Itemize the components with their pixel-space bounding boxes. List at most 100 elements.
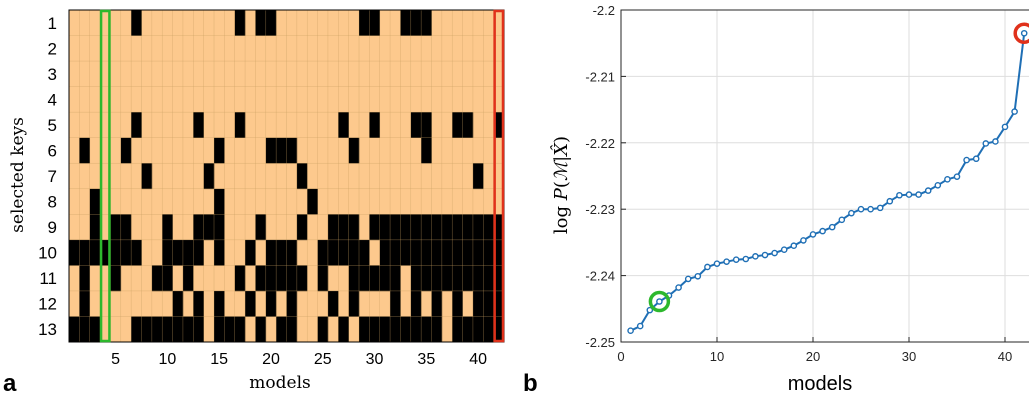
- data-point-31: [915, 191, 922, 198]
- data-point-38: [982, 140, 990, 147]
- heatmap-y-tick-7: 7: [48, 167, 57, 186]
- data-point-16: [771, 249, 778, 257]
- heatmap-cell-r9-c38: [452, 214, 463, 241]
- highlight-point-4: [648, 290, 671, 313]
- data-point-4: [656, 298, 663, 305]
- line-chart-x-tick-20: 20: [806, 349, 820, 364]
- heatmap-cell-r6-c28: [348, 137, 360, 164]
- heatmap-cell-r10-c18: [245, 239, 256, 266]
- data-point-29: [896, 191, 903, 199]
- series-points: [627, 29, 1028, 335]
- heatmap-cell-r9-c40: [472, 214, 484, 241]
- heatmap-cell-r7-c8: [141, 163, 153, 190]
- heatmap-cell-r11-c38: [452, 265, 463, 292]
- heatmap-cell-r9-c36: [431, 214, 443, 241]
- heatmap-cell-r13-c12: [182, 316, 194, 343]
- heatmap-cell-r12-c15: [214, 290, 225, 317]
- heatmap-y-tick-4: 4: [48, 90, 57, 109]
- data-point-20: [809, 231, 817, 238]
- heatmap-cell-r10-c38: [452, 239, 463, 266]
- heatmap-cell-r1-c33: [400, 10, 412, 36]
- data-point-8: [694, 272, 702, 280]
- data-point-24: [848, 209, 855, 217]
- heatmap-y-tick-9: 9: [48, 218, 57, 237]
- heatmap-cell-r10-c2: [79, 239, 91, 266]
- heatmap-cell-r8-c24: [307, 188, 318, 215]
- heatmap-y-tick-13: 13: [38, 320, 57, 339]
- heatmap-x-tick-5: 5: [111, 351, 120, 368]
- line-chart-x-tick-40: 40: [998, 349, 1012, 364]
- heatmap-x-tick-20: 20: [262, 351, 280, 368]
- heatmap-cell-r13-c22: [286, 316, 298, 343]
- heatmap-y-tick-1: 1: [48, 14, 57, 33]
- data-point-30: [905, 191, 913, 198]
- heatmap-cell-r11-c39: [462, 265, 474, 292]
- heatmap-cell-r10-c34: [410, 239, 422, 266]
- heatmap-cell-r1-c35: [421, 10, 432, 36]
- heatmap-cell-r9-c33: [400, 214, 412, 241]
- heatmap-cell-r5-c13: [193, 112, 204, 138]
- heatmap-x-tick-15: 15: [210, 351, 228, 368]
- heatmap-cell-r9-c32: [390, 214, 401, 241]
- data-point-12: [732, 256, 740, 263]
- line-chart-y-tick-1: -2.24: [585, 269, 615, 284]
- heatmap-cell-r9-c10: [162, 214, 173, 241]
- heatmap-cell-r12-c36: [431, 290, 443, 317]
- heatmap-cell-r10-c10: [162, 239, 173, 266]
- highlight-point-42: [1013, 22, 1029, 44]
- heatmap-cell-r11-c28: [348, 265, 360, 292]
- heatmap-cell-r11-c22: [286, 265, 298, 292]
- heatmap-cell-r13-c9: [151, 316, 163, 343]
- heatmap-cell-r13-c29: [359, 316, 370, 343]
- heatmap-cell-r10-c12: [182, 239, 194, 266]
- heatmap-cell-r1-c29: [359, 10, 370, 36]
- heatmap-cell-r13-c40: [472, 316, 484, 343]
- data-point-19: [800, 237, 807, 244]
- heatmap-cell-r10-c37: [441, 239, 453, 266]
- heatmap-y-tick-8: 8: [48, 193, 57, 212]
- data-point-37: [972, 155, 980, 163]
- heatmap-cell-r13-c25: [317, 316, 329, 343]
- heatmap-cell-r10-c21: [276, 239, 287, 266]
- line-chart-x-tick-0: 0: [617, 349, 624, 364]
- heatmap-cell-r9-c13: [193, 214, 204, 241]
- heatmap-cell-r6-c35: [421, 137, 432, 164]
- heatmap-cell-r10-c15: [214, 239, 225, 266]
- heatmap-cell-r10-c26: [327, 239, 339, 266]
- data-point-7: [684, 275, 692, 283]
- data-point-3: [646, 306, 654, 314]
- heatmap-cell-r7-c40: [472, 163, 484, 190]
- heatmap-cell-r13-c38: [452, 316, 463, 343]
- heatmap-cell-r13-c35: [421, 316, 432, 343]
- data-point-40: [1001, 123, 1009, 131]
- heatmap-cell-r11-c20: [265, 265, 277, 292]
- line-chart-y-tick-3: -2.22: [585, 136, 615, 151]
- heatmap-cell-r13-c10: [162, 316, 173, 343]
- heatmap-cell-r9-c30: [369, 214, 381, 241]
- heatmap-cell-r11-c40: [472, 265, 484, 292]
- data-point-15: [761, 251, 769, 259]
- heatmap-cell-r12-c22: [286, 290, 298, 317]
- heatmap-cell-r6-c21: [276, 137, 287, 164]
- heatmap-cell-r10-c42: [493, 239, 505, 266]
- data-point-2: [636, 322, 644, 330]
- heatmap-cell-r10-c41: [483, 239, 494, 266]
- heatmap-cell-r11-c31: [379, 265, 391, 292]
- heatmap-cell-r10-c28: [348, 239, 360, 266]
- data-point-39: [992, 138, 999, 145]
- heatmap-cell-r10-c20: [265, 239, 277, 266]
- heatmap-cell-r13-c11: [172, 316, 184, 343]
- heatmap-cell-r11-c25: [317, 265, 329, 292]
- heatmap-cell-r13-c7: [131, 316, 142, 343]
- heatmap-cell-r13-c32: [390, 316, 401, 343]
- heatmap-cell-r11-c19: [255, 265, 267, 292]
- heatmap-cell-r1-c17: [234, 10, 246, 36]
- data-point-41: [1011, 108, 1018, 115]
- heatmap-highlight-col-42: [493, 9, 505, 343]
- heatmap-cell-r12-c32: [390, 290, 401, 317]
- heatmap-cell-r10-c1: [69, 239, 80, 266]
- heatmap-cell-r9-c19: [255, 214, 267, 241]
- heatmap-cell-r13-c41: [483, 316, 494, 343]
- heatmap-cell-r1-c30: [369, 10, 381, 36]
